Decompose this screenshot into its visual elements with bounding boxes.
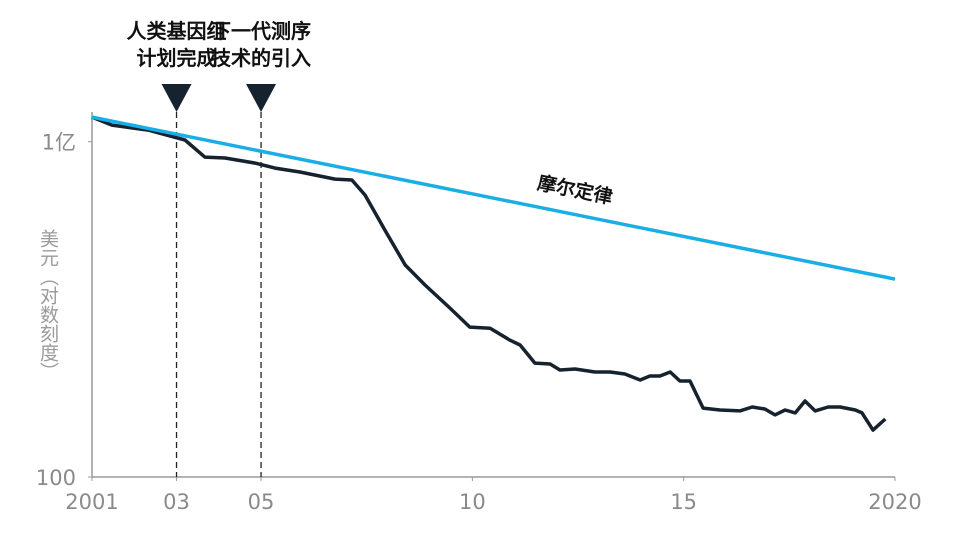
- x-tick-label: 2020: [868, 490, 921, 514]
- x-tick-label: 03: [163, 490, 190, 514]
- annotation-marker: [161, 84, 192, 112]
- series-line: [91, 115, 896, 281]
- annotation-marker: [246, 84, 277, 112]
- x-tick-label: 05: [248, 490, 275, 514]
- annotation-text: 技术的引入: [211, 46, 311, 70]
- y-tick-label: 1亿: [42, 131, 76, 155]
- x-tick-label: 10: [459, 490, 486, 514]
- annotation-text: 下一代测序: [211, 19, 311, 43]
- series-label: 摩尔定律: [536, 171, 615, 209]
- annotation-text: 人类基因组: [127, 19, 227, 43]
- x-tick-label: 15: [670, 490, 697, 514]
- y-axis-label: 美元（对数刻度）: [37, 229, 59, 381]
- annotation-text: 计划完成: [137, 46, 217, 70]
- series-line: [91, 115, 887, 432]
- x-tick-label: 2001: [65, 490, 118, 514]
- y-tick-label: 100: [36, 466, 76, 490]
